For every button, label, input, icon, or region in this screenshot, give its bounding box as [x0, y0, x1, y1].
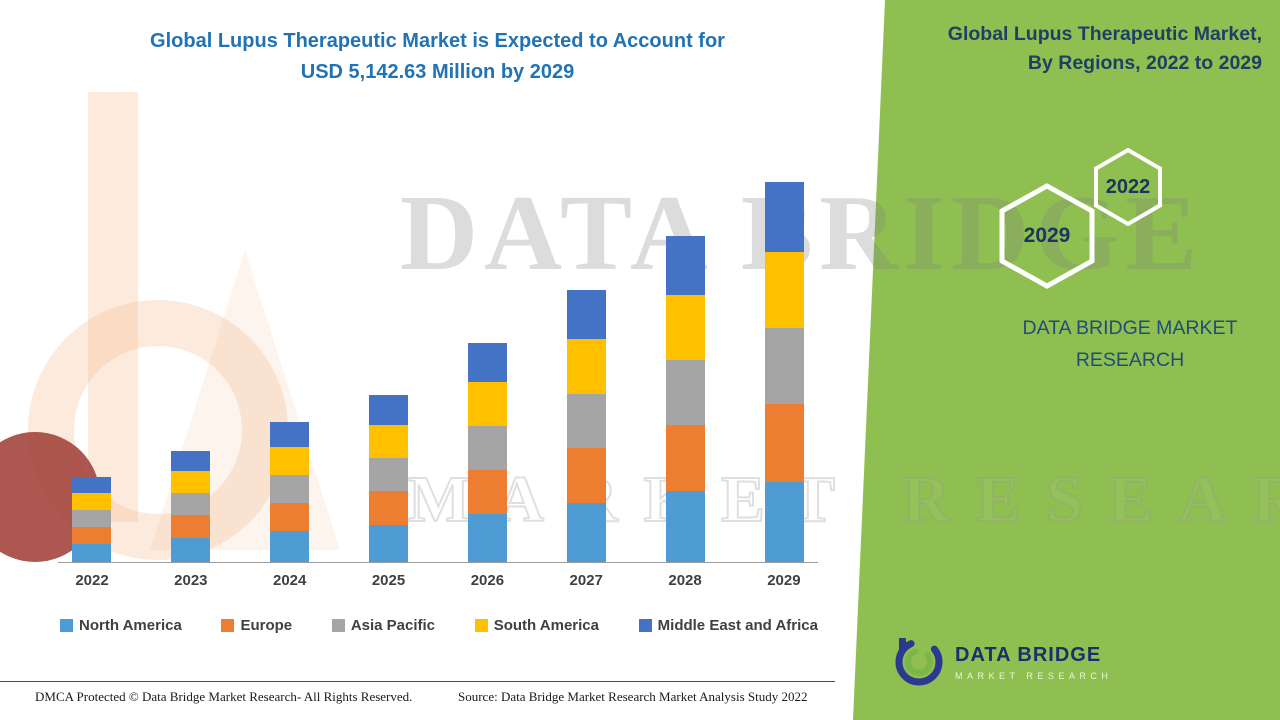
dbmr-logo-text: DATA BRIDGE MARKET RESEARCH — [955, 644, 1112, 681]
bar-segment-asia-pacific — [468, 426, 507, 471]
legend-swatch-icon — [474, 619, 488, 632]
bar-segment-middle-east-and-africa — [171, 450, 210, 472]
x-label-2022: 2022 — [75, 572, 109, 589]
bar-segment-south-america — [468, 382, 507, 427]
footer-source-text: Source: Data Bridge Market Research Mark… — [458, 689, 808, 704]
legend-item-south-america: South America — [474, 617, 599, 634]
bar-segment-north-america — [270, 531, 309, 562]
bar-segment-south-america — [666, 294, 705, 361]
bar-2022 — [72, 476, 111, 562]
legend-label: Asia Pacific — [350, 617, 436, 634]
hexagon-badge-2022-label: 2022 — [1105, 175, 1151, 198]
bar-segment-asia-pacific — [72, 510, 111, 527]
panel-brand-text: DATA BRIDGE MARKET RESEARCH — [985, 312, 1275, 376]
bar-2026 — [468, 342, 507, 562]
bar-segment-north-america — [765, 481, 804, 562]
bar-segment-europe — [369, 491, 408, 526]
hexagon-outline-icon — [999, 183, 1095, 289]
bar-segment-europe — [171, 515, 210, 538]
legend-label: Europe — [240, 617, 293, 634]
side-panel-heading-line2: By Regions, 2022 to 2029 — [1027, 52, 1262, 75]
bar-segment-europe — [567, 447, 606, 503]
legend-item-europe: Europe — [221, 617, 292, 634]
panel-brand-line1: DATA BRIDGE MARKET — [1022, 317, 1238, 339]
legend-swatch-icon — [221, 619, 235, 632]
legend-item-middle-east-and-africa: Middle East and Africa — [638, 617, 818, 634]
bar-segment-north-america — [171, 537, 210, 562]
footer-bar: DMCA Protected © Data Bridge Market Rese… — [0, 681, 835, 720]
chart-title-line2: USD 5,142.63 Million by 2029 — [300, 61, 575, 83]
bar-2029 — [765, 182, 804, 562]
bar-2024 — [270, 421, 309, 562]
dbmr-logo-subtitle: MARKET RESEARCH — [955, 670, 1113, 681]
bar-segment-europe — [270, 502, 309, 531]
x-label-2025: 2025 — [371, 572, 406, 589]
bar-segment-asia-pacific — [765, 328, 804, 405]
bar-segment-asia-pacific — [369, 458, 408, 492]
hexagon-outline-icon — [1094, 147, 1162, 227]
bar-segment-middle-east-and-africa — [765, 182, 804, 252]
x-label-2027: 2027 — [569, 572, 603, 589]
chart-legend: North America Europe Asia Pacific South Ame… — [60, 617, 818, 634]
stacked-bar-chart — [58, 178, 818, 563]
legend-label: Middle East and Africa — [657, 617, 818, 634]
legend-swatch-icon — [638, 619, 652, 632]
x-label-2029: 2029 — [767, 572, 801, 589]
bar-segment-middle-east-and-africa — [567, 290, 606, 339]
bar-segment-asia-pacific — [270, 474, 309, 503]
dbmr-logo-icon — [895, 638, 943, 686]
bar-segment-europe — [468, 470, 507, 515]
bar-segment-south-america — [171, 471, 210, 494]
bar-segment-south-america — [72, 492, 111, 511]
bar-segment-middle-east-and-africa — [72, 476, 111, 493]
x-label-2023: 2023 — [174, 572, 208, 589]
footer-dmca-text: DMCA Protected © Data Bridge Market Rese… — [35, 689, 413, 704]
bar-segment-middle-east-and-africa — [270, 421, 309, 447]
bar-segment-europe — [666, 425, 705, 492]
legend-label: South America — [493, 617, 599, 634]
x-label-2026: 2026 — [470, 572, 505, 589]
bar-segment-middle-east-and-africa — [468, 342, 507, 383]
legend-label: North America — [79, 617, 182, 634]
hexagon-badge-2029: 2029 — [999, 183, 1095, 289]
bar-2023 — [171, 450, 210, 562]
legend-swatch-icon — [331, 619, 345, 632]
hexagon-badge-2029-label: 2029 — [1023, 224, 1071, 247]
bar-segment-south-america — [765, 251, 804, 329]
bar-segment-south-america — [567, 338, 606, 394]
bar-segment-north-america — [72, 543, 111, 562]
x-label-2024: 2024 — [273, 572, 307, 589]
legend-swatch-icon — [60, 619, 73, 632]
bar-segment-north-america — [468, 514, 507, 562]
bar-segment-south-america — [270, 446, 309, 475]
x-axis-labels: 2022 2023 2024 2025 2026 2027 2028 2029 — [58, 572, 818, 589]
chart-title: Global Lupus Therapeutic Market is Expec… — [55, 26, 820, 88]
x-label-2028: 2028 — [668, 572, 702, 589]
bar-segment-north-america — [567, 502, 606, 562]
legend-item-asia-pacific: Asia Pacific — [331, 617, 436, 634]
bar-segment-north-america — [369, 525, 408, 562]
bar-2027 — [567, 290, 606, 562]
panel-brand-line2: RESEARCH — [1075, 349, 1185, 372]
bar-segment-north-america — [666, 491, 705, 562]
bar-2028 — [666, 236, 705, 562]
bar-segment-south-america — [369, 424, 408, 459]
legend-item-north-america: North America — [60, 617, 182, 634]
bar-segment-europe — [765, 404, 804, 482]
bar-segment-europe — [72, 526, 111, 544]
side-panel-heading-line1: Global Lupus Therapeutic Market, — [947, 23, 1262, 45]
bar-segment-middle-east-and-africa — [369, 394, 408, 425]
dbmr-logo: DATA BRIDGE MARKET RESEARCH — [893, 636, 1112, 688]
bar-segment-middle-east-and-africa — [666, 236, 705, 295]
hexagon-badge-2022: 2022 — [1094, 147, 1162, 227]
dbmr-logo-title: DATA BRIDGE — [955, 643, 1102, 666]
bar-segment-asia-pacific — [171, 493, 210, 516]
side-panel-heading: Global Lupus Therapeutic Market, By Regi… — [900, 20, 1262, 79]
green-side-panel — [853, 0, 1280, 720]
bar-segment-asia-pacific — [567, 393, 606, 448]
chart-title-line1: Global Lupus Therapeutic Market is Expec… — [150, 30, 725, 52]
bar-segment-asia-pacific — [666, 360, 705, 426]
bar-2025 — [369, 394, 408, 562]
